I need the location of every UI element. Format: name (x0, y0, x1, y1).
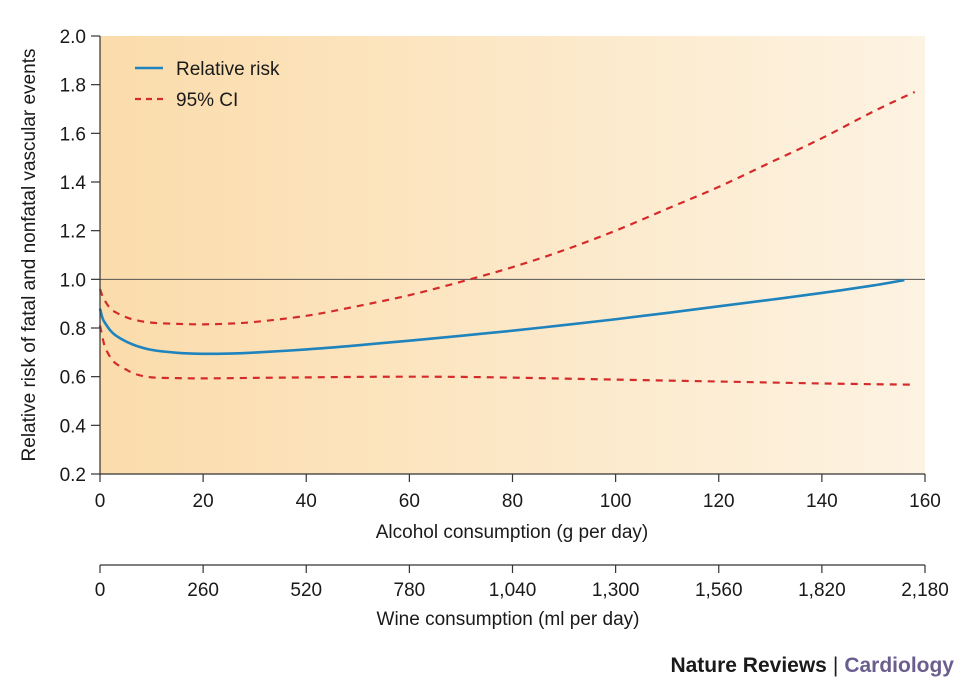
x-tick-label: 80 (502, 491, 523, 512)
y-tick-label: 0.2 (60, 465, 86, 486)
y-tick-label: 1.2 (60, 222, 86, 243)
publisher-name: Nature Reviews (670, 654, 827, 677)
secondary-x-tick-label: 260 (187, 580, 219, 601)
secondary-x-axis-title: Wine consumption (ml per day) (377, 609, 640, 630)
y-tick-label: 1.8 (60, 76, 86, 97)
plot-background (100, 36, 925, 474)
series-ci-upper (98, 90, 916, 326)
y-axis-title: Relative risk of fatal and nonfatal vasc… (19, 49, 40, 462)
x-tick-label: 60 (399, 491, 420, 512)
x-tick-label: 100 (600, 491, 632, 512)
y-tick-label: 1.0 (60, 270, 86, 291)
x-tick-label: 140 (806, 491, 838, 512)
journal-name: Cardiology (844, 654, 954, 677)
secondary-x-tick-label: 0 (95, 580, 106, 601)
series-ci-lower (98, 325, 915, 386)
secondary-x-tick-label: 2,180 (901, 580, 949, 601)
y-tick-label: 0.6 (60, 368, 86, 389)
secondary-x-tick-label: 520 (290, 580, 322, 601)
y-tick-label: 0.8 (60, 319, 86, 340)
x-tick-label: 0 (95, 491, 106, 512)
legend-label-relative-risk: Relative risk (176, 59, 280, 80)
y-tick-label: 1.6 (60, 124, 86, 145)
secondary-x-tick-label: 780 (394, 580, 426, 601)
y-tick-label: 0.4 (60, 416, 87, 437)
x-axis-title: Alcohol consumption (g per day) (376, 522, 648, 543)
y-tick-label: 1.4 (60, 173, 87, 194)
x-tick-label: 120 (703, 491, 735, 512)
x-tick-label: 40 (296, 491, 317, 512)
credit-separator: | (832, 654, 839, 677)
secondary-x-tick-label: 1,820 (798, 580, 846, 601)
secondary-x-tick-label: 1,560 (695, 580, 743, 601)
secondary-x-tick-label: 1,040 (489, 580, 537, 601)
y-tick-label: 2.0 (60, 27, 86, 48)
journal-credit: Nature Reviews | Cardiology (670, 654, 954, 678)
series-relative-risk (98, 278, 905, 356)
x-tick-label: 160 (909, 491, 941, 512)
legend-label-ci: 95% CI (176, 90, 238, 111)
secondary-x-tick-label: 1,300 (592, 580, 640, 601)
x-tick-label: 20 (193, 491, 214, 512)
